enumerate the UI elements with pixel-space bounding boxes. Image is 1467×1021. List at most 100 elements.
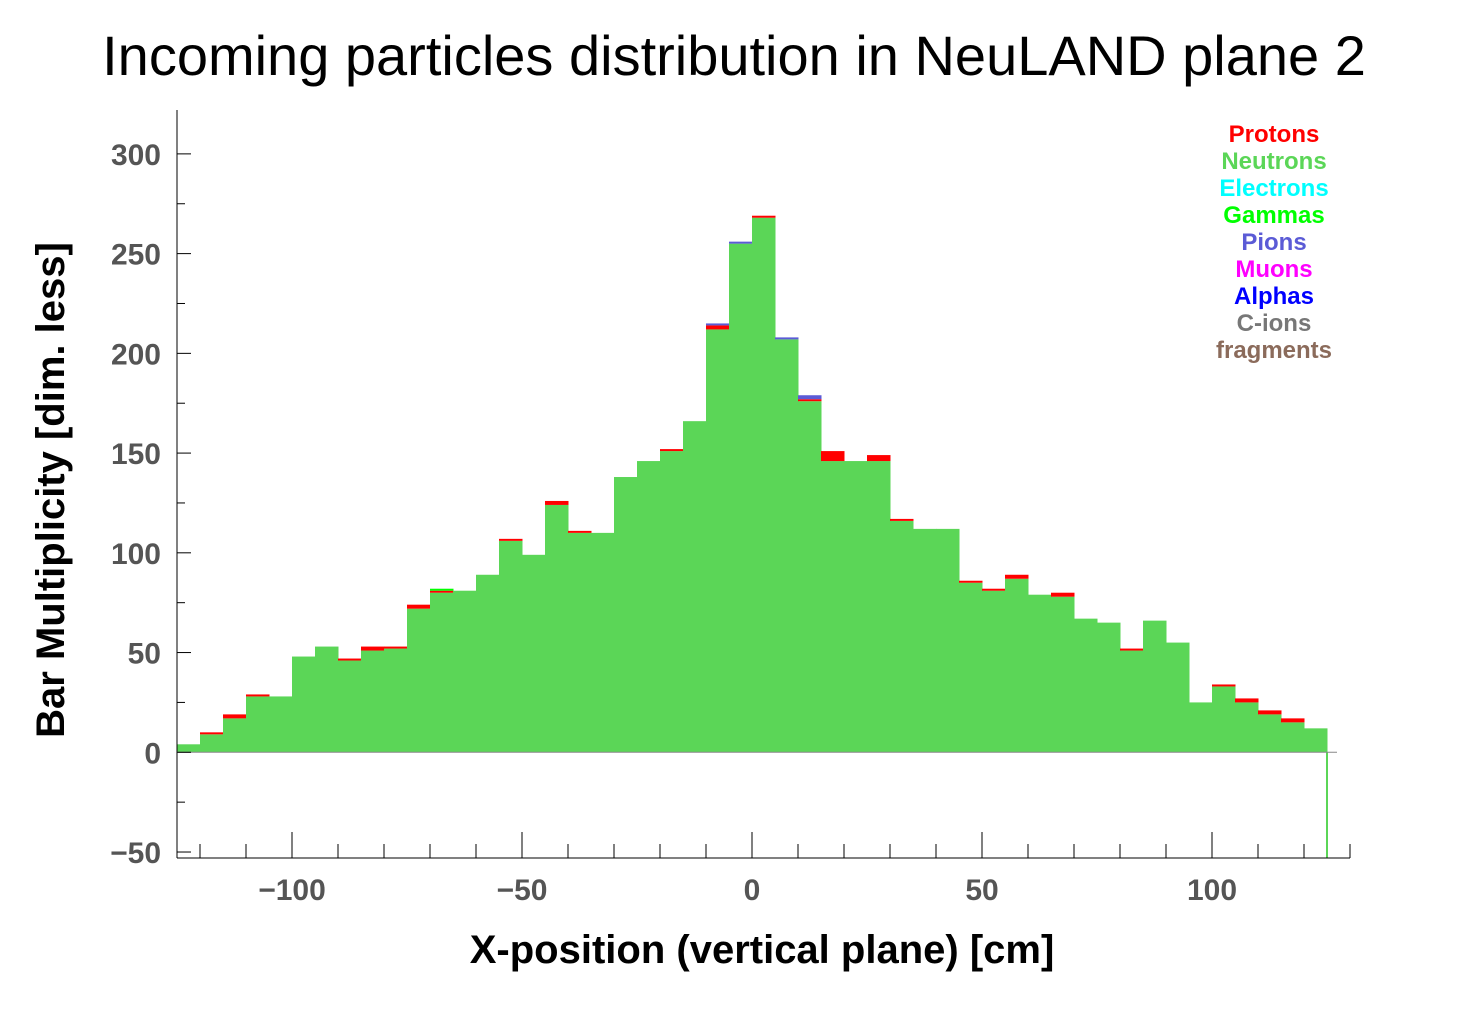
bar-neutrons (1074, 618, 1098, 753)
bar-pions (775, 337, 799, 340)
bar-neutrons (200, 734, 224, 753)
bar-protons (706, 325, 730, 330)
bar-neutrons (683, 421, 707, 753)
bar-neutrons (522, 554, 546, 753)
x-axis-ticks: −100 −50 0 50 100 (199, 832, 1351, 907)
y-tick-label: 0 (144, 737, 161, 770)
bar-neutrons (706, 329, 730, 753)
bar-protons (246, 694, 270, 697)
bar-neutrons (752, 217, 776, 753)
bar-protons (1258, 710, 1282, 715)
y-tick-label: 150 (111, 438, 161, 471)
bar-neutrons (844, 461, 868, 753)
bar-pions (798, 395, 822, 400)
bar-protons (200, 732, 224, 735)
y-tick-label: 50 (128, 638, 161, 671)
bar-neutrons (568, 532, 592, 753)
bar-neutrons (1028, 594, 1052, 753)
bar-protons (430, 590, 454, 593)
x-tick-label: −50 (497, 874, 548, 907)
legend-entry: Protons (1229, 121, 1320, 148)
bar-neutrons (361, 650, 385, 753)
bar-protons (867, 455, 891, 462)
bar-protons (821, 451, 845, 462)
bar-neutrons (637, 461, 661, 753)
bar-neutrons (798, 401, 822, 753)
legend-entry: fragments (1216, 337, 1332, 364)
bar-protons (338, 658, 362, 661)
bar-protons (499, 538, 523, 541)
bar-neutrons (177, 744, 201, 753)
histogram-bars (177, 215, 1328, 858)
legend-entry: C-ions (1237, 310, 1312, 337)
bar-neutrons (1235, 702, 1259, 753)
bar-neutrons (890, 520, 914, 753)
bar-neutrons (614, 477, 638, 753)
bar-neutrons (1189, 702, 1213, 753)
bar-neutrons (1120, 650, 1144, 753)
bar-neutrons (1005, 578, 1029, 753)
chart-title: Incoming particles distribution in NeuLA… (102, 24, 1366, 87)
bar-neutrons (453, 590, 477, 753)
y-tick-label: 100 (111, 538, 161, 571)
y-axis-ticks: −50 0 50 100 150 200 250 300 (110, 139, 191, 870)
bar-neutrons (959, 582, 983, 753)
bar-neutrons (1143, 620, 1167, 753)
legend-entry: Gammas (1223, 202, 1324, 229)
bar-protons (1212, 684, 1236, 687)
bar-neutrons (936, 528, 960, 753)
y-axis-label: Bar Multiplicity [dim. less] (29, 242, 73, 738)
bar-neutrons (246, 696, 270, 753)
y-tick-label: 200 (111, 338, 161, 371)
legend-entry: Electrons (1219, 175, 1328, 202)
x-tick-label: 50 (965, 874, 998, 907)
bar-neutrons (591, 532, 615, 753)
bar-neutrons (660, 451, 684, 753)
bar-neutrons (545, 504, 569, 753)
bar-protons (660, 449, 684, 452)
bar-neutrons (476, 574, 500, 753)
bar-protons (407, 604, 431, 609)
bar-neutrons (1281, 722, 1305, 753)
bar-protons (1235, 698, 1259, 703)
bar-protons (890, 518, 914, 521)
bar-protons (1051, 592, 1075, 597)
bar-protons (982, 588, 1006, 591)
bar-protons (1120, 648, 1144, 651)
x-axis-label: X-position (vertical plane) [cm] (470, 928, 1055, 972)
x-tick-label: 100 (1187, 874, 1237, 907)
y-tick-label: 300 (111, 139, 161, 172)
bar-neutrons (499, 540, 523, 753)
x-tick-label: −100 (258, 874, 326, 907)
bar-neutrons (775, 339, 799, 753)
legend: ProtonsNeutronsElectronsGammasPionsMuons… (1216, 121, 1332, 364)
bar-neutrons (223, 718, 247, 753)
bar-neutrons (269, 696, 293, 753)
bar-neutrons (1258, 714, 1282, 753)
bar-neutrons (292, 656, 316, 753)
bar-neutrons (1166, 642, 1190, 753)
bar-neutrons (913, 528, 937, 753)
bar-protons (959, 580, 983, 583)
legend-entry: Pions (1241, 229, 1306, 256)
bar-protons (223, 714, 247, 719)
bar-protons (545, 500, 569, 505)
bar-neutrons (982, 590, 1006, 753)
bar-neutrons (407, 608, 431, 753)
legend-entry: Muons (1235, 256, 1312, 283)
bar-pions (706, 323, 730, 326)
x-tick-label: 0 (744, 874, 761, 907)
axes (176, 110, 1350, 859)
bar-protons (798, 399, 822, 402)
bar-neutrons (384, 648, 408, 753)
bar-neutrons (867, 461, 891, 753)
bar-neutrons (821, 461, 845, 753)
bar-neutrons (1304, 728, 1328, 753)
bar-neutrons (430, 592, 454, 753)
legend-entry: Neutrons (1221, 148, 1326, 175)
bar-protons (361, 646, 385, 651)
bar-neutrons (338, 660, 362, 753)
bar-protons (1005, 574, 1029, 579)
bar-protons (752, 215, 776, 218)
